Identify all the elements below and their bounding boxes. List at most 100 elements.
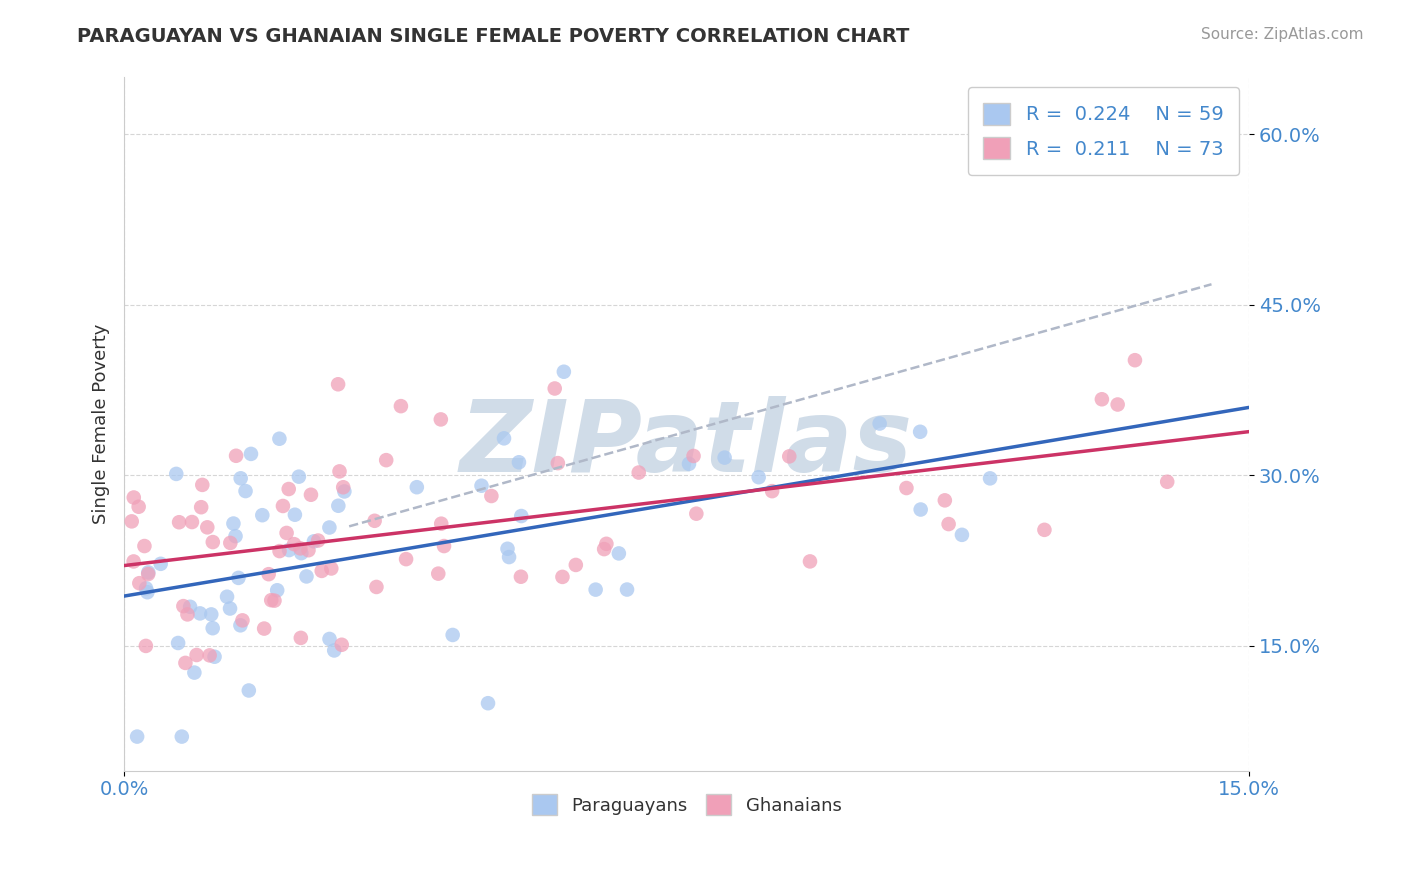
Point <box>492 431 515 445</box>
Point <box>284 508 307 522</box>
Point <box>405 480 427 494</box>
Point <box>204 649 226 664</box>
Point <box>188 607 211 621</box>
Point <box>1033 523 1056 537</box>
Point <box>269 544 291 558</box>
Point <box>229 618 252 632</box>
Point <box>595 537 617 551</box>
Point <box>183 665 205 680</box>
Point <box>685 507 707 521</box>
Point <box>934 493 956 508</box>
Point <box>778 450 800 464</box>
Point <box>191 478 214 492</box>
Point <box>219 601 242 615</box>
Text: ZIPatlas: ZIPatlas <box>460 396 912 493</box>
Point <box>748 470 770 484</box>
Point <box>263 593 285 607</box>
Point <box>430 516 453 531</box>
Point <box>551 570 574 584</box>
Point <box>318 520 340 534</box>
Point <box>172 599 194 614</box>
Point <box>198 648 221 663</box>
Point <box>127 730 149 744</box>
Point <box>240 447 263 461</box>
Y-axis label: Single Female Poverty: Single Female Poverty <box>93 324 110 524</box>
Point <box>1091 392 1114 407</box>
Point <box>553 365 575 379</box>
Point <box>201 535 224 549</box>
Point <box>122 554 145 568</box>
Point <box>128 500 150 514</box>
Point <box>585 582 607 597</box>
Point <box>547 456 569 470</box>
Point <box>122 491 145 505</box>
Legend: Paraguayans, Ghanaians: Paraguayans, Ghanaians <box>523 785 851 824</box>
Point <box>328 499 350 513</box>
Point <box>498 550 520 565</box>
Point <box>565 558 588 572</box>
Point <box>593 542 616 557</box>
Point <box>179 599 201 614</box>
Point <box>176 607 198 622</box>
Point <box>1107 397 1129 411</box>
Point <box>190 500 212 515</box>
Point <box>266 583 288 598</box>
Point <box>252 508 274 523</box>
Point <box>167 515 190 529</box>
Point <box>321 561 343 575</box>
Point <box>231 613 253 627</box>
Point <box>307 533 329 548</box>
Point <box>136 566 159 580</box>
Point <box>1156 475 1178 489</box>
Point <box>229 471 252 485</box>
Point <box>363 514 385 528</box>
Point <box>896 481 918 495</box>
Point <box>496 541 519 556</box>
Point <box>799 554 821 568</box>
Text: Source: ZipAtlas.com: Source: ZipAtlas.com <box>1201 27 1364 42</box>
Point <box>318 632 340 646</box>
Point <box>1123 353 1146 368</box>
Point <box>509 570 531 584</box>
Point <box>271 499 294 513</box>
Point <box>510 509 533 524</box>
Point <box>297 543 319 558</box>
Point <box>910 502 932 516</box>
Point <box>121 514 143 528</box>
Point <box>201 621 224 635</box>
Point <box>283 537 305 551</box>
Point <box>225 529 247 543</box>
Point <box>174 656 197 670</box>
Point <box>326 377 349 392</box>
Point <box>277 482 299 496</box>
Point <box>170 730 193 744</box>
Point <box>682 449 704 463</box>
Point <box>616 582 638 597</box>
Point <box>869 417 891 431</box>
Point <box>134 539 156 553</box>
Point <box>366 580 388 594</box>
Point <box>228 571 250 585</box>
Point <box>302 534 325 549</box>
Point <box>219 536 242 550</box>
Point <box>257 567 280 582</box>
Point <box>136 585 159 599</box>
Point <box>427 566 450 581</box>
Point <box>253 622 276 636</box>
Point <box>607 546 630 560</box>
Point <box>290 546 312 560</box>
Point <box>290 541 312 556</box>
Point <box>938 517 960 532</box>
Point <box>332 480 354 494</box>
Point <box>200 607 222 622</box>
Point <box>479 489 502 503</box>
Point <box>395 552 418 566</box>
Point <box>470 479 492 493</box>
Point <box>135 582 157 596</box>
Point <box>950 528 973 542</box>
Point <box>215 590 238 604</box>
Point <box>222 516 245 531</box>
Point <box>165 467 187 481</box>
Point <box>195 520 218 534</box>
Point <box>713 450 735 465</box>
